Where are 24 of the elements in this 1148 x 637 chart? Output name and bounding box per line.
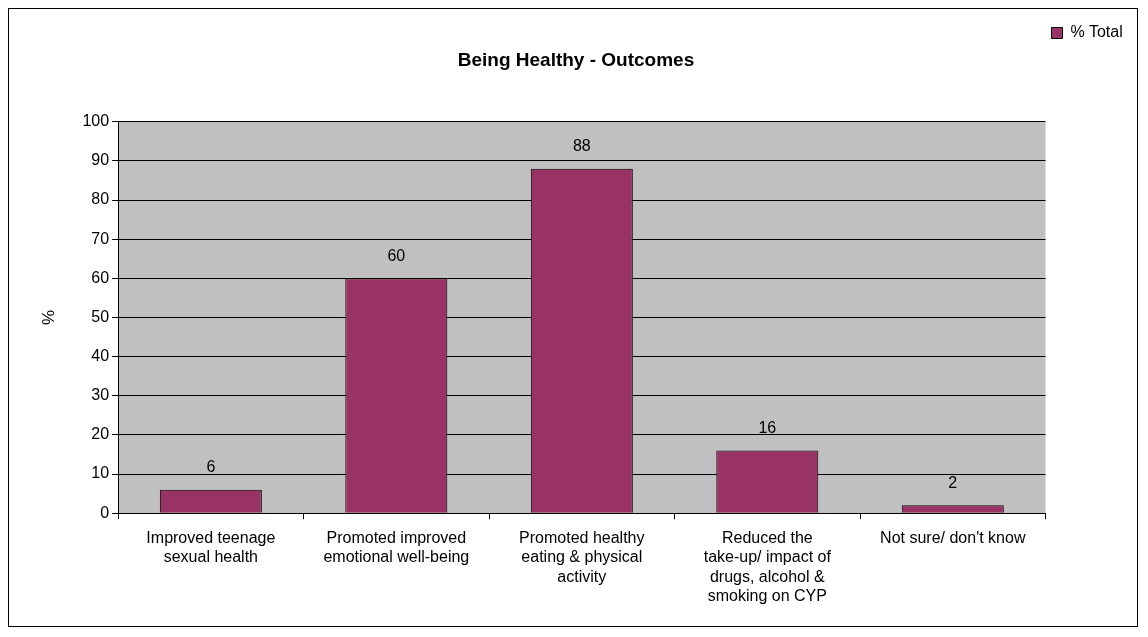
data-label: 60 [387,246,406,264]
x-tick-label: Improved teenage sexual health [146,529,276,566]
y-tick-label: 70 [91,229,110,247]
x-tick-label: Reduced the take-up/ impact of drugs, alcohol & smoking on CYP [703,529,832,604]
x-tick-label: Promoted healthy eating & physical activity [519,529,645,585]
y-tick-label: 50 [91,307,110,325]
legend-label: % Total [1070,23,1123,41]
x-tick-label: Not sure/ don't know [880,529,1026,547]
y-tick-label: 80 [91,190,110,208]
chart-title: Being Healthy - Outcomes [457,48,695,70]
y-tick-label: 100 [82,112,110,130]
x-tick-label: Promoted improved emotional well-being [323,529,470,566]
y-tick-label: 40 [91,347,110,365]
y-tick-label: 0 [100,503,110,521]
y-tick-label: 30 [91,386,110,404]
y-tick-label: 90 [91,151,110,169]
y-tick-label: 20 [91,425,110,443]
data-label: 88 [572,137,591,155]
data-label: 16 [758,418,777,436]
data-label: 6 [206,458,216,476]
y-tick-label: 10 [91,464,110,482]
data-label: 2 [948,473,958,491]
y-tick-label: 60 [91,268,110,286]
y-axis-title: % [38,309,58,326]
